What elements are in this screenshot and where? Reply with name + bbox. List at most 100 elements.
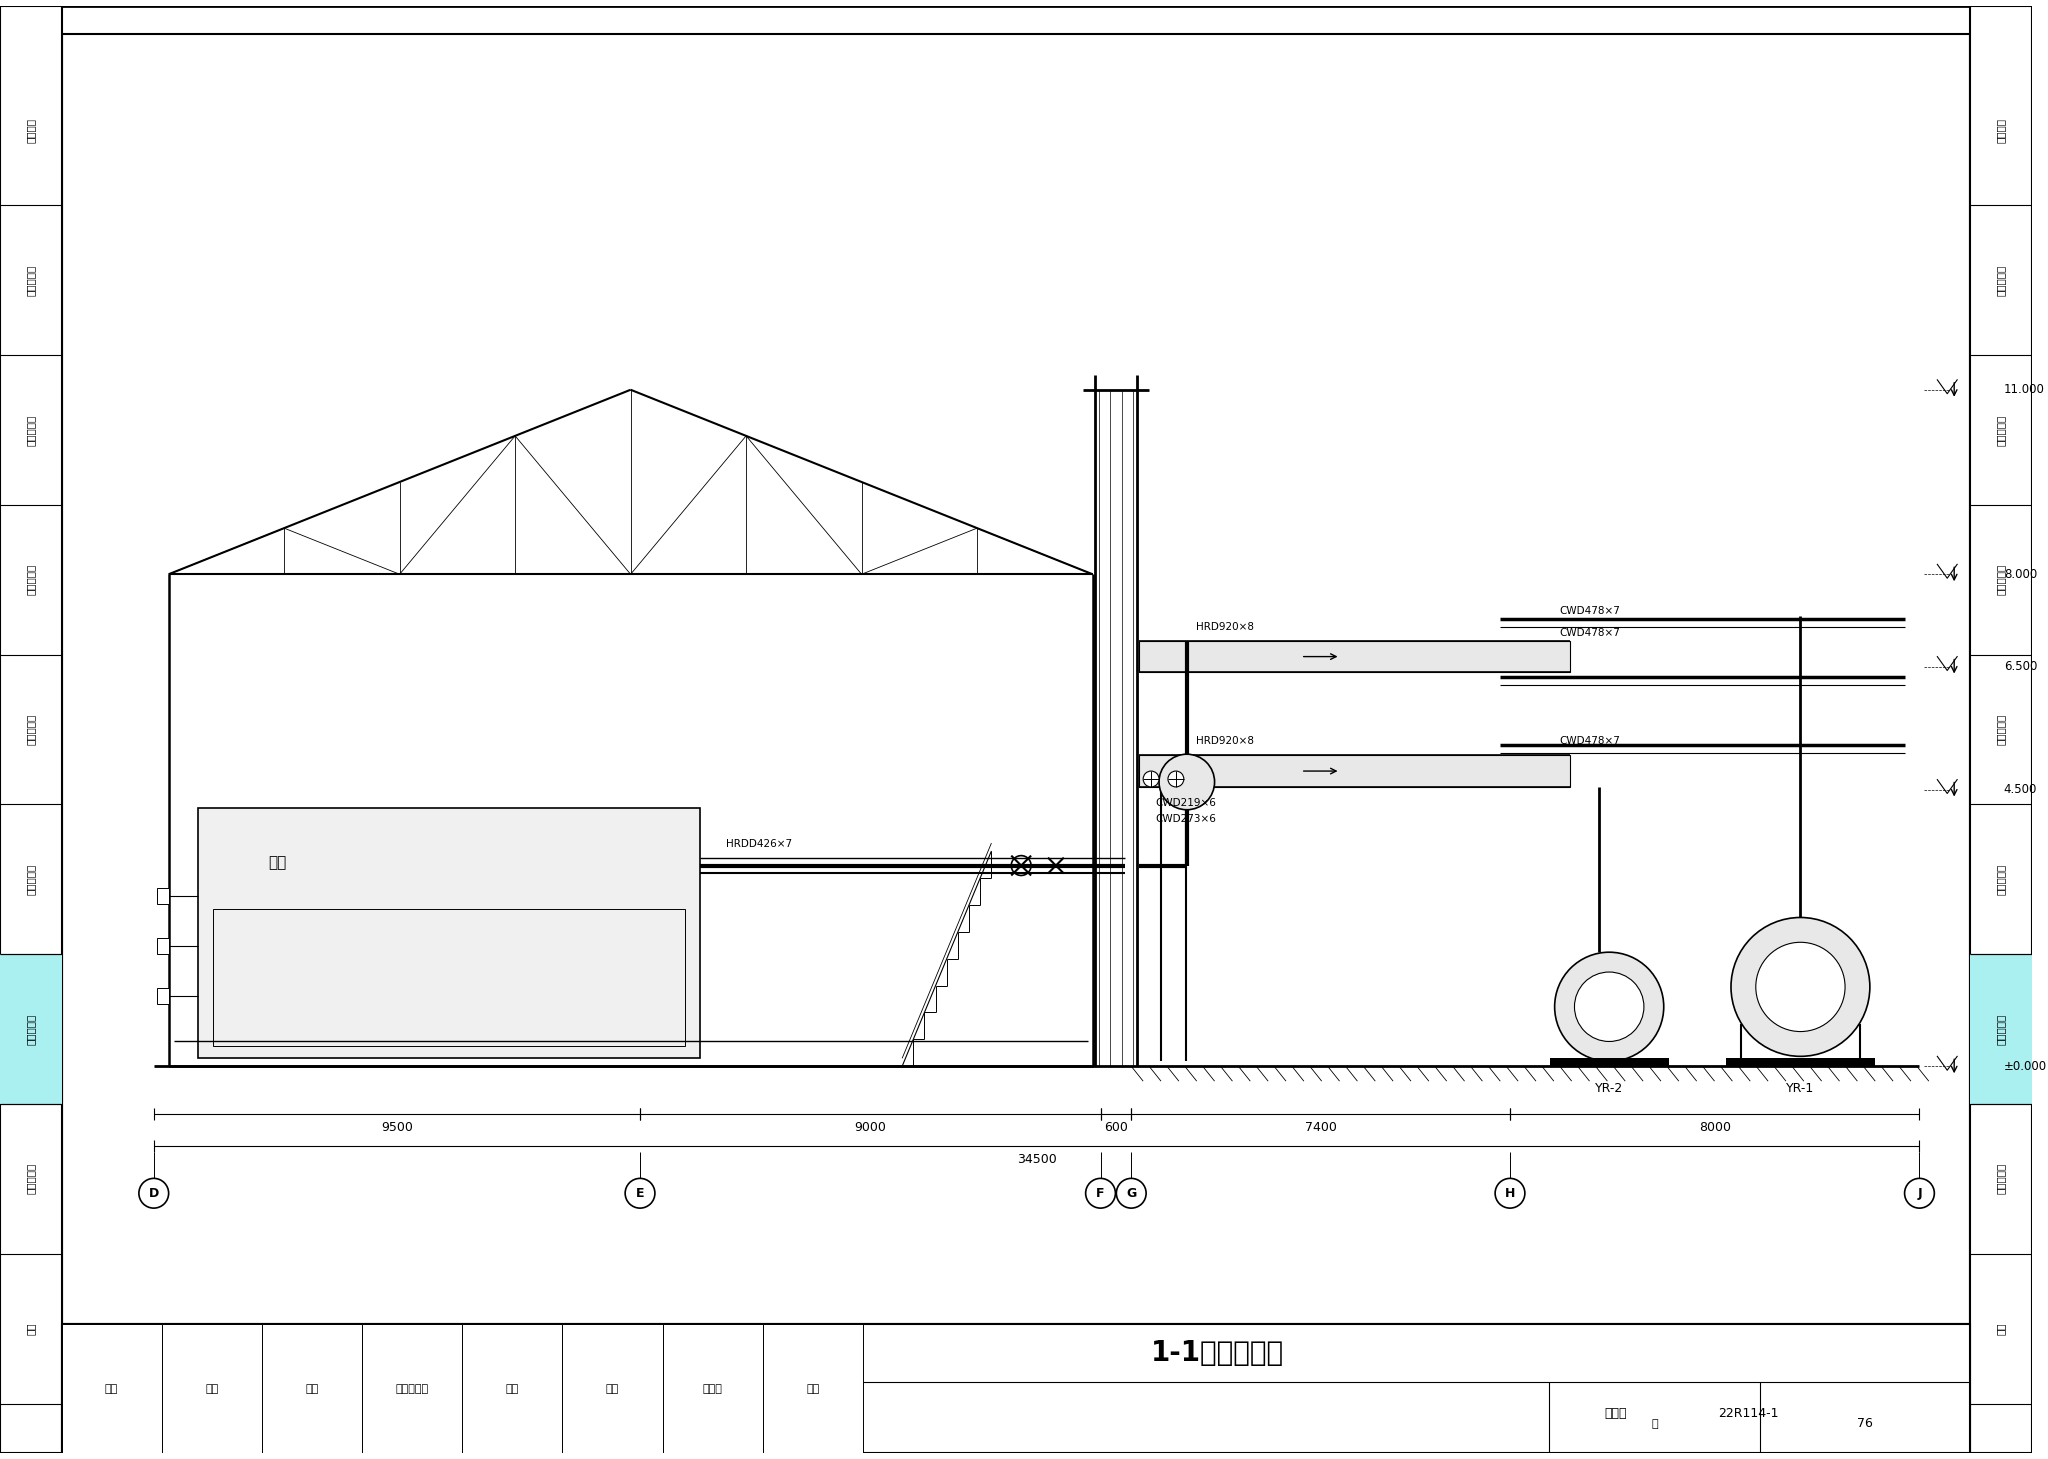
Bar <box>61 34 1970 1325</box>
Text: 设计: 设计 <box>606 1383 618 1393</box>
Bar <box>0 954 61 1104</box>
Bar <box>1139 756 1569 786</box>
Bar <box>1970 6 2032 1453</box>
Polygon shape <box>1937 657 1958 671</box>
Text: 9000: 9000 <box>854 1122 887 1134</box>
Text: HRDD426×7: HRDD426×7 <box>725 839 793 849</box>
Bar <box>158 938 168 954</box>
Text: H: H <box>1505 1186 1516 1199</box>
Text: D: D <box>150 1186 160 1199</box>
Text: 工程实例二: 工程实例二 <box>27 414 35 445</box>
Text: 工程实例七: 工程实例七 <box>27 1163 35 1195</box>
Text: 6.500: 6.500 <box>2003 659 2038 673</box>
Text: 工程实例四: 工程实例四 <box>27 713 35 746</box>
Text: 34500: 34500 <box>1016 1153 1057 1166</box>
Bar <box>1726 1058 1874 1067</box>
Text: 工程实例三: 工程实例三 <box>1997 565 2005 595</box>
Bar <box>362 1325 463 1453</box>
Bar <box>61 1325 162 1453</box>
Text: 22R114-1: 22R114-1 <box>1718 1408 1780 1420</box>
Circle shape <box>1731 918 1870 1056</box>
Text: 工程实例一: 工程实例一 <box>1997 264 2005 296</box>
Bar <box>158 988 168 1004</box>
Text: 图集号: 图集号 <box>1604 1408 1626 1420</box>
Bar <box>1139 641 1569 673</box>
Text: 工程实例二: 工程实例二 <box>1997 414 2005 445</box>
Text: G: G <box>1126 1186 1137 1199</box>
Circle shape <box>1554 953 1663 1061</box>
Text: 7400: 7400 <box>1305 1122 1337 1134</box>
Text: 9500: 9500 <box>381 1122 414 1134</box>
Text: 校对刘秋晨: 校对刘秋晨 <box>395 1383 428 1393</box>
Circle shape <box>1495 1179 1526 1208</box>
Bar <box>262 1325 362 1453</box>
Text: 锅炉: 锅炉 <box>268 855 287 871</box>
Text: CWD219×6: CWD219×6 <box>1155 798 1217 808</box>
Bar <box>1970 954 2032 1104</box>
Text: 史峡: 史峡 <box>506 1383 518 1393</box>
Text: CWD478×7: CWD478×7 <box>1559 627 1620 638</box>
Text: ±0.000: ±0.000 <box>2003 1059 2046 1072</box>
Text: 工程实例六: 工程实例六 <box>27 1014 35 1045</box>
Text: 技术要点: 技术要点 <box>1997 118 2005 143</box>
Text: 技术要点: 技术要点 <box>27 118 35 143</box>
Text: 工程实例四: 工程实例四 <box>1997 713 2005 746</box>
Text: 豆峰: 豆峰 <box>305 1383 319 1393</box>
Circle shape <box>1143 770 1159 786</box>
Bar <box>213 909 684 1046</box>
Text: 王峰: 王峰 <box>205 1383 219 1393</box>
Text: 页: 页 <box>1651 1418 1659 1428</box>
Text: J: J <box>1917 1186 1921 1199</box>
Text: 打印名: 打印名 <box>702 1383 723 1393</box>
Bar <box>61 1325 1970 1453</box>
Text: 工程实例六: 工程实例六 <box>1997 1014 2005 1045</box>
Text: 工程实例五: 工程实例五 <box>27 864 35 894</box>
Text: 11.000: 11.000 <box>2003 384 2044 397</box>
Bar <box>1550 1058 1669 1067</box>
Polygon shape <box>1937 1056 1958 1071</box>
Text: 工程实例一: 工程实例一 <box>27 264 35 296</box>
Text: 工程实例三: 工程实例三 <box>27 565 35 595</box>
Bar <box>563 1325 664 1453</box>
Text: 8000: 8000 <box>1698 1122 1731 1134</box>
Circle shape <box>1575 972 1645 1042</box>
Polygon shape <box>1937 565 1958 578</box>
Text: 4.500: 4.500 <box>2003 783 2038 797</box>
Circle shape <box>1116 1179 1147 1208</box>
Text: 东南: 东南 <box>807 1383 819 1393</box>
Bar <box>463 1325 563 1453</box>
Circle shape <box>1085 1179 1116 1208</box>
Text: E: E <box>635 1186 645 1199</box>
Bar <box>0 6 61 1453</box>
Circle shape <box>139 1179 168 1208</box>
Text: CWD273×6: CWD273×6 <box>1155 814 1217 824</box>
Circle shape <box>1755 943 1845 1032</box>
Text: 8.000: 8.000 <box>2003 568 2038 581</box>
Text: 审核: 审核 <box>104 1383 119 1393</box>
Text: YR-1: YR-1 <box>1786 1081 1815 1094</box>
Text: HRD920×8: HRD920×8 <box>1196 622 1255 632</box>
Text: 600: 600 <box>1104 1122 1128 1134</box>
Text: 附录: 附录 <box>1997 1322 2005 1335</box>
Polygon shape <box>1937 779 1958 794</box>
Text: F: F <box>1096 1186 1104 1199</box>
Circle shape <box>1159 754 1214 810</box>
Text: YR-2: YR-2 <box>1595 1081 1624 1094</box>
Bar <box>199 808 700 1058</box>
Circle shape <box>1905 1179 1935 1208</box>
Circle shape <box>625 1179 655 1208</box>
Bar <box>162 1325 262 1453</box>
Text: 1-1管道剖面图: 1-1管道剖面图 <box>1151 1339 1284 1367</box>
Polygon shape <box>1937 379 1958 394</box>
Text: HRD920×8: HRD920×8 <box>1196 737 1255 747</box>
Text: CWD478×7: CWD478×7 <box>1559 737 1620 747</box>
Bar <box>664 1325 762 1453</box>
Bar <box>762 1325 862 1453</box>
Text: 76: 76 <box>1858 1417 1872 1430</box>
Circle shape <box>1167 770 1184 786</box>
Text: CWD478×7: CWD478×7 <box>1559 605 1620 616</box>
Bar <box>158 887 168 903</box>
Text: 工程实例七: 工程实例七 <box>1997 1163 2005 1195</box>
Text: 工程实例五: 工程实例五 <box>1997 864 2005 894</box>
Text: 附录: 附录 <box>27 1322 35 1335</box>
